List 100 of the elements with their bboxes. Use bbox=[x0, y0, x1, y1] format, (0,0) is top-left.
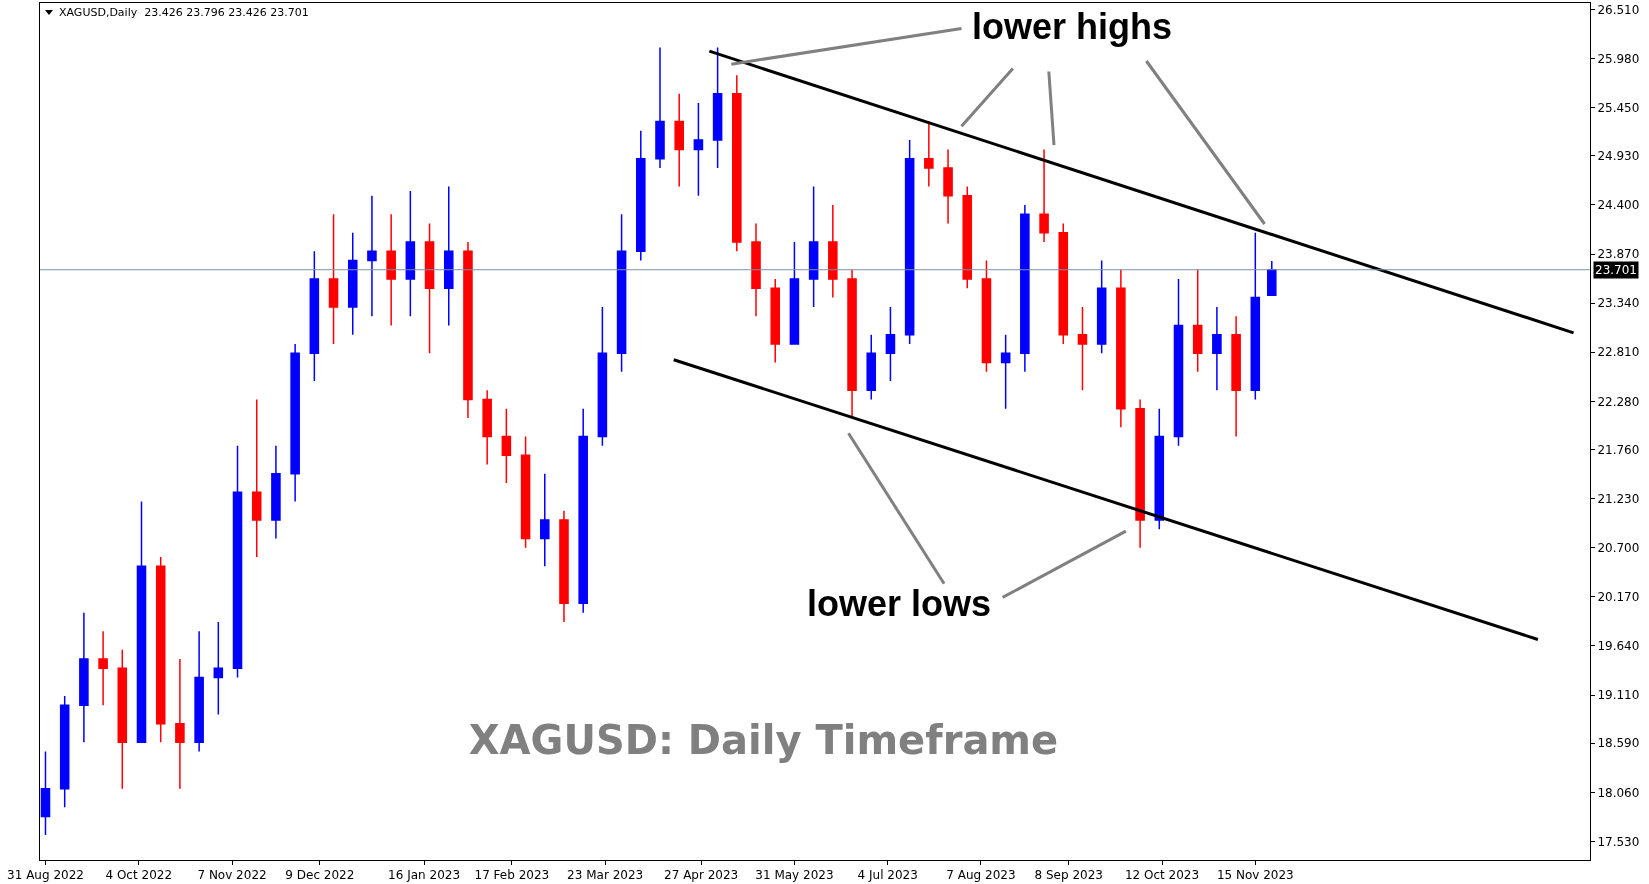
candlestick bbox=[1231, 315, 1241, 438]
y-tick-label: 23.340 bbox=[1597, 296, 1640, 311]
x-tick-label: 16 Jan 2023 bbox=[388, 868, 461, 883]
candlestick bbox=[175, 658, 185, 790]
candlestick bbox=[789, 241, 800, 345]
candlestick bbox=[808, 185, 819, 308]
x-tick-label: 4 Jul 2023 bbox=[857, 868, 918, 883]
y-tick-label: 24.930 bbox=[1597, 149, 1640, 164]
x-tick-label: 9 Dec 2022 bbox=[285, 868, 355, 883]
candlestick bbox=[117, 648, 128, 790]
candlestick bbox=[347, 232, 358, 336]
candlestick bbox=[271, 445, 281, 540]
candlestick bbox=[540, 472, 550, 568]
x-tick-label: 23 Mar 2023 bbox=[567, 868, 644, 883]
candlestick bbox=[79, 611, 89, 744]
y-tick-label: 18.060 bbox=[1597, 785, 1640, 800]
candlestick bbox=[213, 621, 224, 716]
candlestick bbox=[578, 408, 588, 614]
y-tick-label: 19.640 bbox=[1597, 639, 1640, 654]
candlestick bbox=[712, 46, 723, 169]
x-tick-label: 8 Sep 2023 bbox=[1034, 868, 1103, 883]
candlestick bbox=[1058, 222, 1069, 345]
candlestick bbox=[559, 509, 569, 623]
ref-line-label: 23.701 bbox=[1595, 263, 1637, 277]
candlestick bbox=[405, 190, 416, 317]
candlestick bbox=[597, 306, 608, 447]
candlestick bbox=[1135, 398, 1145, 549]
candlestick bbox=[98, 630, 108, 707]
candlestick bbox=[1212, 306, 1222, 392]
candlestick bbox=[962, 185, 973, 290]
candlestick bbox=[1096, 259, 1107, 354]
candlestick bbox=[674, 93, 684, 188]
x-tick-label: 4 Oct 2022 bbox=[105, 868, 173, 883]
y-tick-label: 24.400 bbox=[1597, 198, 1640, 213]
candlestick bbox=[866, 333, 877, 401]
candlestick bbox=[155, 556, 166, 744]
candlestick bbox=[1192, 269, 1203, 373]
candlestick bbox=[232, 445, 243, 679]
candlestick bbox=[290, 343, 300, 503]
x-tick-label: 15 Nov 2023 bbox=[1216, 868, 1294, 883]
text: XAGUSD: Daily Timeframe bbox=[468, 717, 1059, 763]
x-tick-label: 7 Aug 2023 bbox=[946, 868, 1016, 883]
annotation: lower highs bbox=[972, 6, 1173, 47]
candlestick bbox=[1173, 278, 1184, 447]
candlestick bbox=[1077, 306, 1088, 392]
candlestick bbox=[943, 148, 953, 225]
candlestick bbox=[309, 250, 320, 382]
candlestick bbox=[1250, 232, 1261, 401]
candlestick bbox=[1116, 269, 1126, 429]
candlestick bbox=[1039, 148, 1049, 243]
candlestick bbox=[136, 500, 147, 744]
y-tick-label: 22.280 bbox=[1597, 394, 1640, 409]
candlestick bbox=[328, 213, 339, 345]
candlestick bbox=[981, 259, 992, 373]
y-tick-label: 19.110 bbox=[1597, 688, 1640, 703]
candlestick bbox=[751, 222, 761, 317]
candlestick bbox=[847, 269, 857, 419]
candlestick bbox=[443, 185, 454, 327]
candlestick bbox=[1266, 260, 1277, 296]
candlestick bbox=[59, 695, 70, 808]
y-tick-label: 21.760 bbox=[1597, 442, 1640, 457]
x-tick-label: 7 Nov 2022 bbox=[197, 868, 267, 883]
candlestick bbox=[386, 213, 396, 327]
y-tick-label: 20.170 bbox=[1597, 590, 1640, 605]
candlestick bbox=[424, 222, 435, 354]
candlestick bbox=[693, 102, 704, 197]
x-tick-label: 31 Aug 2022 bbox=[7, 868, 84, 883]
y-tick-label: 22.810 bbox=[1597, 345, 1640, 360]
candlestick bbox=[904, 139, 915, 345]
y-tick-label: 26.510 bbox=[1597, 2, 1640, 17]
candlestick bbox=[828, 204, 838, 299]
candlestick bbox=[636, 130, 646, 262]
candlestick bbox=[482, 389, 492, 466]
x-tick-label: 12 Oct 2023 bbox=[1124, 868, 1200, 883]
y-tick-label: 25.450 bbox=[1597, 100, 1640, 115]
candlestick bbox=[885, 306, 896, 382]
candlestick bbox=[1000, 333, 1011, 410]
candlestick bbox=[655, 46, 665, 169]
x-tick-label: 17 Feb 2023 bbox=[474, 868, 550, 883]
candlestick bbox=[770, 278, 780, 364]
y-tick-label: 25.980 bbox=[1597, 51, 1640, 66]
candlestick bbox=[501, 408, 512, 484]
candlestick bbox=[1154, 408, 1165, 530]
y-tick-label: 21.230 bbox=[1597, 491, 1640, 506]
y-tick-label: 23.870 bbox=[1597, 247, 1640, 262]
candlestick bbox=[732, 74, 742, 253]
candlestick bbox=[251, 398, 262, 558]
x-tick-label: 27 Apr 2023 bbox=[664, 868, 739, 883]
candlestick bbox=[194, 630, 204, 753]
y-tick-label: 18.590 bbox=[1597, 736, 1640, 751]
chart-subtitle: XAGUSD,Daily 23.426 23.796 23.426 23.701 bbox=[59, 6, 309, 19]
x-tick-label: 31 May 2023 bbox=[755, 868, 834, 883]
y-tick-label: 20.700 bbox=[1597, 540, 1640, 555]
candlestick bbox=[40, 750, 51, 836]
candlestick bbox=[520, 435, 531, 549]
candlestick bbox=[463, 241, 473, 419]
candlestick bbox=[616, 213, 627, 373]
y-tick-label: 17.530 bbox=[1597, 834, 1640, 849]
candlestick bbox=[367, 194, 377, 317]
annotation: lower lows bbox=[807, 583, 992, 624]
